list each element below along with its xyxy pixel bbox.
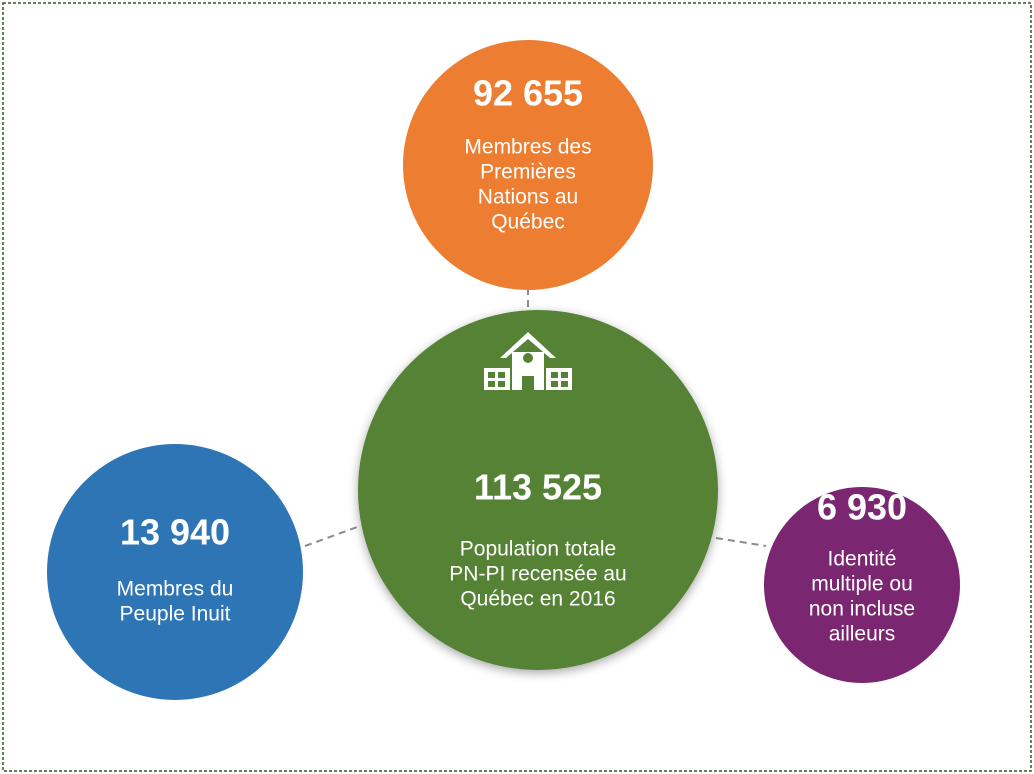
node-label: Membres du (117, 578, 234, 601)
node-label: Premières (480, 161, 576, 184)
node-value: 13 940 (120, 512, 230, 553)
connector (304, 525, 361, 547)
node-label: Population totale (460, 538, 616, 561)
node-label: Nations au (478, 186, 578, 209)
node-value: 92 655 (473, 73, 583, 114)
circle-first-nations (403, 40, 653, 290)
node-label: Membres des (464, 136, 591, 159)
node-label: Québec en 2016 (460, 588, 615, 611)
node-value: 6 930 (817, 487, 907, 528)
node-label: Identité (828, 548, 897, 571)
circle-multiple (764, 487, 960, 683)
connectors (304, 288, 767, 547)
node-label: PN-PI recensée au (449, 563, 626, 586)
connector (715, 537, 767, 547)
node-label: multiple ou (811, 573, 913, 596)
school-icon (484, 332, 572, 390)
node-label: non incluse (809, 598, 915, 621)
circle-total (358, 310, 718, 670)
node-label: Peuple Inuit (120, 603, 231, 626)
node-label: ailleurs (829, 623, 896, 646)
circle-inuit (47, 444, 303, 700)
node-value: 113 525 (474, 467, 602, 508)
node-label: Québec (491, 211, 565, 234)
